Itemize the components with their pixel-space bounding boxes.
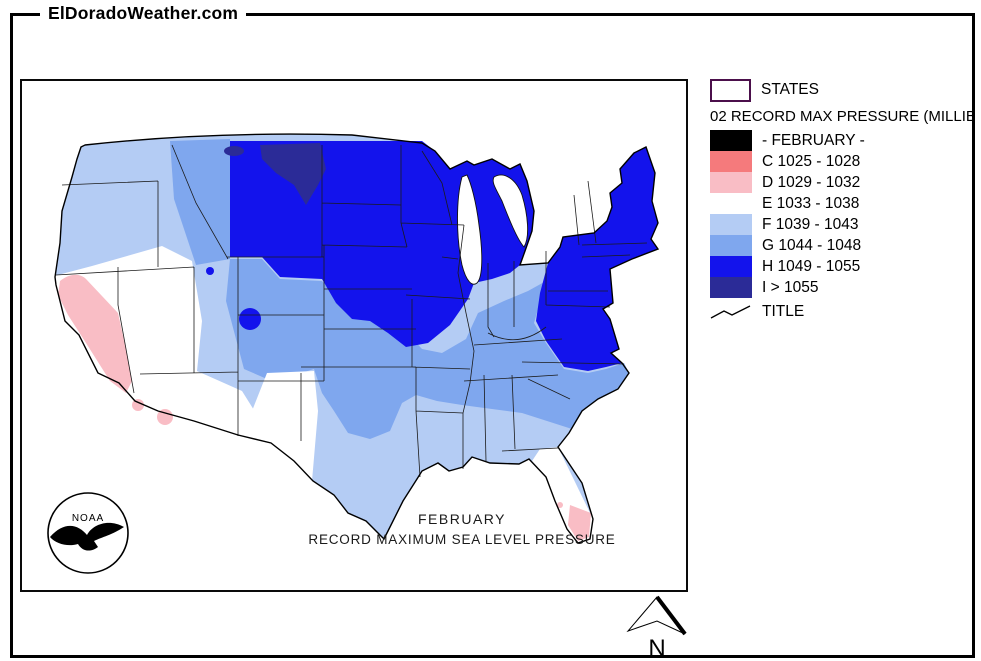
legend: STATES 02 RECORD MAX PRESSURE (MILLIBARS… [710,78,974,322]
north-arrow: N [626,595,687,660]
lake-michigan [457,174,483,285]
region-D-az-blob1 [132,399,144,411]
map-title-month: FEBRUARY [418,511,506,527]
region-I-small-blob [224,146,244,156]
state-borders [55,144,648,478]
us-map [54,133,660,544]
region-D-az-blob2 [157,409,173,425]
legend-swatch-C [710,151,752,172]
legend-swatch-E [710,193,752,214]
legend-label-G: G 1044 - 1048 [762,237,862,254]
legend-label-F: F 1039 - 1043 [762,216,859,233]
noaa-logo: NOAA [47,492,129,574]
noaa-circle [47,492,129,574]
states-label: STATES [761,81,819,98]
legend-swatch-I [710,277,752,298]
noaa-bird-icon [50,522,124,551]
region-D-california [58,274,132,393]
region-H-wyoming-dot [206,267,214,275]
us-landmass [54,133,660,544]
us-outline [54,133,660,544]
legend-label-C: C 1025 - 1028 [762,153,861,170]
legend-row: I > 1055 [710,277,974,298]
legend-row: - FEBRUARY - [710,130,974,151]
legend-label-H: H 1049 - 1055 [762,258,861,275]
north-arrow-edge [655,595,687,636]
legend-row: G 1044 - 1048 [710,235,974,256]
region-I-blob [260,143,326,205]
legend-row: H 1049 - 1055 [710,256,974,277]
map-title-subject: RECORD MAXIMUM SEA LEVEL PRESSURE [308,532,616,547]
legend-row: F 1039 - 1043 [710,214,974,235]
region-E-southwest [54,246,312,483]
legend-row: C 1025 - 1028 [710,151,974,172]
site-title: ElDoradoWeather.com [40,3,247,24]
legend-row: E 1033 - 1038 [710,193,974,214]
region-H-northeast [536,147,658,371]
region-H-utah-blob [239,308,261,330]
states-swatch [710,78,751,102]
legend-label-february: - FEBRUARY - [762,132,865,149]
region-G-idaho [170,139,230,265]
legend-title-row: TITLE [710,302,974,322]
legend-label-E: E 1033 - 1038 [762,195,860,212]
noaa-text: NOAA [72,513,104,524]
region-G-band [226,259,629,439]
legend-swatch-H [710,256,752,277]
legend-title-label: TITLE [762,303,805,320]
legend-label-I: I > 1055 [762,279,819,296]
legend-swatch-february [710,130,752,151]
north-arrow-shape [626,596,686,635]
region-E-westtexas [252,371,318,481]
region-D-fl-dot [557,502,563,508]
legend-states-row: STATES [710,78,974,102]
legend-swatch-D [710,172,752,193]
legend-label-D: D 1029 - 1032 [762,174,861,191]
title-line-icon [710,305,751,319]
region-D-florida-tip [568,505,591,541]
lake-huron [492,174,529,248]
map-frame: FEBRUARY RECORD MAXIMUM SEA LEVEL PRESSU… [20,79,688,592]
legend-header: 02 RECORD MAX PRESSURE (MILLIBARS) [710,108,974,125]
legend-row: D 1029 - 1032 [710,172,974,193]
legend-swatch-G [710,235,752,256]
map-title: FEBRUARY RECORD MAXIMUM SEA LEVEL PRESSU… [297,511,627,547]
legend-swatch-F [710,214,752,235]
north-arrow-label: N [648,635,665,660]
